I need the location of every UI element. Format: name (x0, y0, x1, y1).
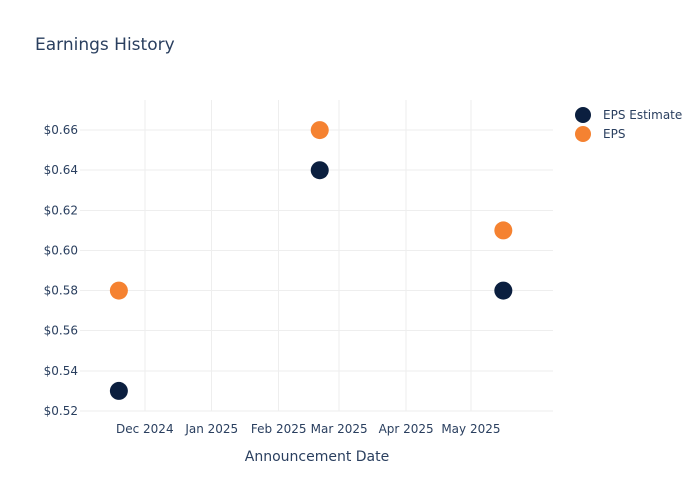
legend-marker-eps-estimate (575, 107, 591, 123)
x-tick-label: May 2025 (441, 422, 500, 436)
eps-point (494, 221, 513, 240)
y-tick-label: $0.60 (44, 243, 78, 257)
x-tick-label: Dec 2024 (116, 422, 174, 436)
y-tick-label: $0.64 (44, 163, 78, 177)
legend-label-eps: EPS (603, 127, 625, 141)
grid-layer (80, 100, 553, 412)
eps-point (109, 281, 128, 300)
y-axis-ticks: $0.52 $0.54 $0.56 $0.58 $0.60 $0.62 $0.64 $0.66 (44, 123, 78, 418)
eps-estimate-point (494, 281, 513, 300)
y-tick-label: $0.62 (44, 203, 78, 217)
x-axis-title: Announcement Date (245, 449, 389, 465)
x-axis-ticks: Dec 2024 Jan 2025 Feb 2025 Mar 2025 Apr 2025… (116, 422, 501, 436)
x-tick-label: Apr 2025 (379, 422, 434, 436)
x-tick-label: Mar 2025 (311, 422, 368, 436)
legend: EPS Estimate EPS (575, 107, 682, 142)
y-tick-label: $0.56 (44, 324, 78, 338)
data-points (109, 121, 513, 400)
y-tick-label: $0.66 (44, 123, 78, 137)
x-tick-label: Feb 2025 (251, 422, 307, 436)
legend-label-eps-estimate: EPS Estimate (603, 108, 682, 122)
legend-marker-eps (575, 126, 591, 142)
chart-title: Earnings History (35, 35, 175, 55)
y-tick-label: $0.58 (44, 284, 78, 298)
x-tick-label: Jan 2025 (184, 422, 238, 436)
eps-point (310, 121, 329, 140)
y-tick-label: $0.52 (44, 404, 78, 418)
eps-estimate-point (310, 161, 329, 180)
eps-estimate-point (109, 381, 128, 400)
y-tick-label: $0.54 (44, 364, 78, 378)
